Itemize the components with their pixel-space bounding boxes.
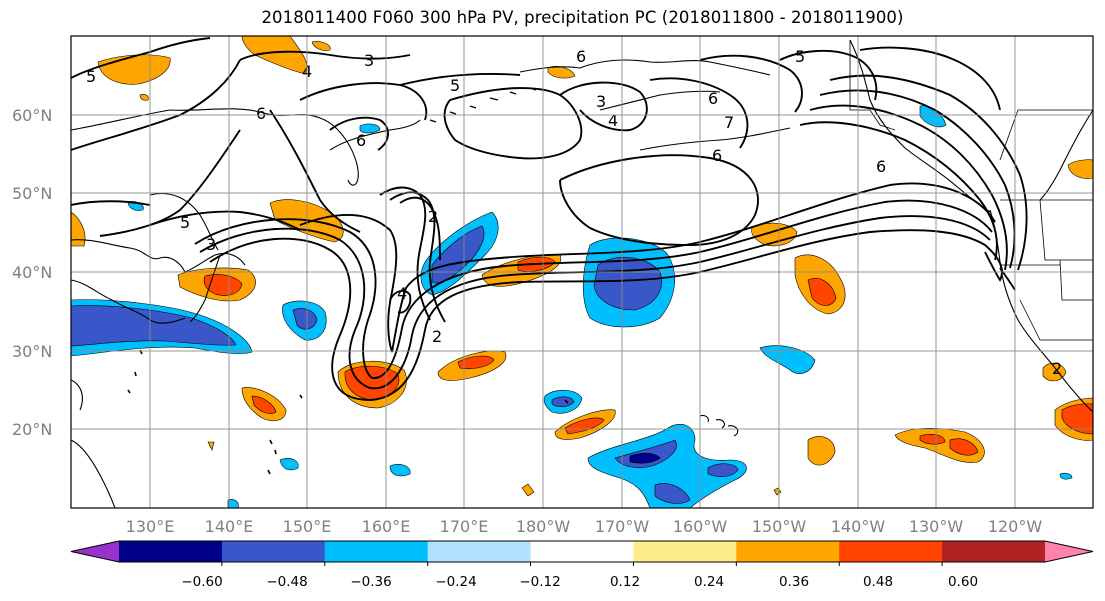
colorbar-swatch bbox=[221, 541, 326, 562]
lon-label: 120°W bbox=[988, 517, 1043, 536]
lon-label: 140°W bbox=[831, 517, 886, 536]
contour-label: 6 bbox=[708, 89, 718, 108]
colorbar-swatch bbox=[633, 541, 737, 562]
contour-label: 5 bbox=[795, 47, 805, 66]
precip-negative-region bbox=[654, 483, 691, 504]
contour-label: 6 bbox=[356, 131, 366, 150]
colorbar-tick-label: −0.12 bbox=[519, 574, 560, 590]
precip-negative-region bbox=[71, 305, 237, 347]
colorbar-swatch bbox=[119, 541, 223, 562]
colorbar-tick-label: 0.36 bbox=[779, 574, 809, 590]
map-frame bbox=[70, 35, 1094, 509]
colorbar-extend-low bbox=[71, 541, 119, 562]
longitude-labels: 130°E 140°E 150°E 160°E 170°E 180°W 170°… bbox=[126, 517, 1043, 536]
lat-label: 50°N bbox=[12, 184, 52, 203]
lon-label: 130°E bbox=[126, 517, 175, 536]
precip-positive-region bbox=[251, 395, 277, 414]
precip-negative-region bbox=[279, 458, 299, 471]
precip-positive-region bbox=[139, 94, 149, 101]
precip-positive-region bbox=[807, 436, 836, 466]
precip-positive-region bbox=[207, 441, 215, 451]
precip-negative-region bbox=[759, 345, 816, 374]
precip-positive-region bbox=[919, 434, 946, 445]
map-content: 5 4 3 5 6 6 3 4 6 5 6 6 7 2 5 3 4 2 6 2 bbox=[71, 36, 1093, 508]
precip-shading bbox=[71, 36, 1093, 508]
precip-negative-region bbox=[359, 123, 381, 134]
lon-label: 150°E bbox=[283, 517, 332, 536]
precip-negative-region bbox=[227, 499, 239, 508]
colorbar-tick-label: −0.24 bbox=[435, 574, 476, 590]
contour-label: 4 bbox=[397, 284, 407, 303]
lon-label: 160°W bbox=[673, 517, 728, 536]
contour-label: 3 bbox=[206, 235, 216, 254]
precip-positive-region bbox=[1061, 403, 1093, 435]
lon-label: 170°E bbox=[440, 517, 489, 536]
lat-label: 40°N bbox=[12, 263, 52, 282]
contour-label: 6 bbox=[576, 47, 586, 66]
colorbar-swatch bbox=[427, 541, 532, 562]
precip-positive-region bbox=[344, 365, 400, 401]
colorbar-tick-labels: −0.60 −0.48 −0.36 −0.24 −0.12 0.12 0.24 … bbox=[181, 574, 978, 590]
contour-label: 2 bbox=[428, 207, 438, 226]
colorbar-tick-label: 0.48 bbox=[863, 574, 893, 590]
lat-label: 30°N bbox=[12, 342, 52, 361]
contour-label: 3 bbox=[596, 92, 606, 111]
precip-positive-region bbox=[564, 417, 605, 435]
contour-label: 5 bbox=[86, 67, 96, 86]
colorbar-outline bbox=[70, 540, 1094, 563]
precip-positive-region bbox=[203, 274, 243, 296]
precip-positive-region bbox=[807, 278, 837, 306]
lat-label: 20°N bbox=[12, 420, 52, 439]
lon-label: 150°W bbox=[752, 517, 807, 536]
colorbar-tick-label: −0.48 bbox=[266, 574, 307, 590]
lon-label: 180°W bbox=[516, 517, 571, 536]
contour-label: 2 bbox=[1052, 359, 1062, 378]
colorbar-swatch bbox=[942, 541, 1046, 562]
precip-negative-region bbox=[292, 308, 318, 330]
precip-positive-region bbox=[71, 211, 86, 247]
lat-label: 60°N bbox=[12, 106, 52, 125]
contour-label: 6 bbox=[256, 104, 266, 123]
precip-negative-region bbox=[587, 424, 747, 508]
precip-negative-region bbox=[707, 463, 739, 477]
contour-label: 2 bbox=[432, 327, 442, 346]
colorbar-tick-label: −0.60 bbox=[181, 574, 222, 590]
precip-positive-region bbox=[521, 483, 535, 497]
precip-positive-region bbox=[1042, 362, 1067, 382]
colorbar bbox=[70, 540, 1094, 566]
contour-label: 5 bbox=[450, 76, 460, 95]
contour-label: 6 bbox=[712, 146, 722, 165]
lon-label: 130°W bbox=[909, 517, 964, 536]
precip-positive-region bbox=[457, 355, 495, 370]
contour-label: 6 bbox=[876, 157, 886, 176]
colorbar-tick-label: −0.36 bbox=[350, 574, 391, 590]
precip-negative-region bbox=[629, 452, 661, 464]
map-title: 2018011400 F060 300 hPa PV, precipitatio… bbox=[261, 8, 904, 27]
contour-label: 4 bbox=[608, 111, 618, 130]
pv-contour-labels: 5 4 3 5 6 6 3 4 6 5 6 6 7 2 5 3 4 2 6 2 bbox=[86, 47, 1062, 378]
colorbar-swatch bbox=[736, 541, 840, 562]
lon-label: 170°W bbox=[595, 517, 650, 536]
colorbar-extend-high bbox=[1045, 541, 1093, 562]
colorbar-swatch bbox=[530, 541, 634, 562]
precip-positive-region bbox=[1067, 159, 1093, 179]
precip-positive-region bbox=[311, 41, 331, 51]
colorbar-swatch bbox=[839, 541, 943, 562]
latitude-labels: 60°N 50°N 40°N 30°N 20°N bbox=[12, 106, 52, 439]
precip-positive-region bbox=[949, 438, 979, 456]
contour-label: 5 bbox=[180, 213, 190, 232]
lon-label: 160°E bbox=[362, 517, 411, 536]
contour-label: 7 bbox=[724, 113, 734, 132]
colorbar-tick-label: 0.60 bbox=[948, 574, 978, 590]
graticule bbox=[71, 36, 1093, 508]
lon-label: 140°E bbox=[205, 517, 254, 536]
contour-label: 3 bbox=[364, 51, 374, 70]
precip-negative-region bbox=[551, 396, 575, 408]
precip-negative-region bbox=[389, 464, 411, 477]
precip-negative-region bbox=[1059, 472, 1073, 480]
colorbar-tick-label: 0.24 bbox=[694, 574, 724, 590]
colorbar-tick-label: 0.12 bbox=[610, 574, 640, 590]
colorbar-swatch bbox=[324, 541, 429, 562]
